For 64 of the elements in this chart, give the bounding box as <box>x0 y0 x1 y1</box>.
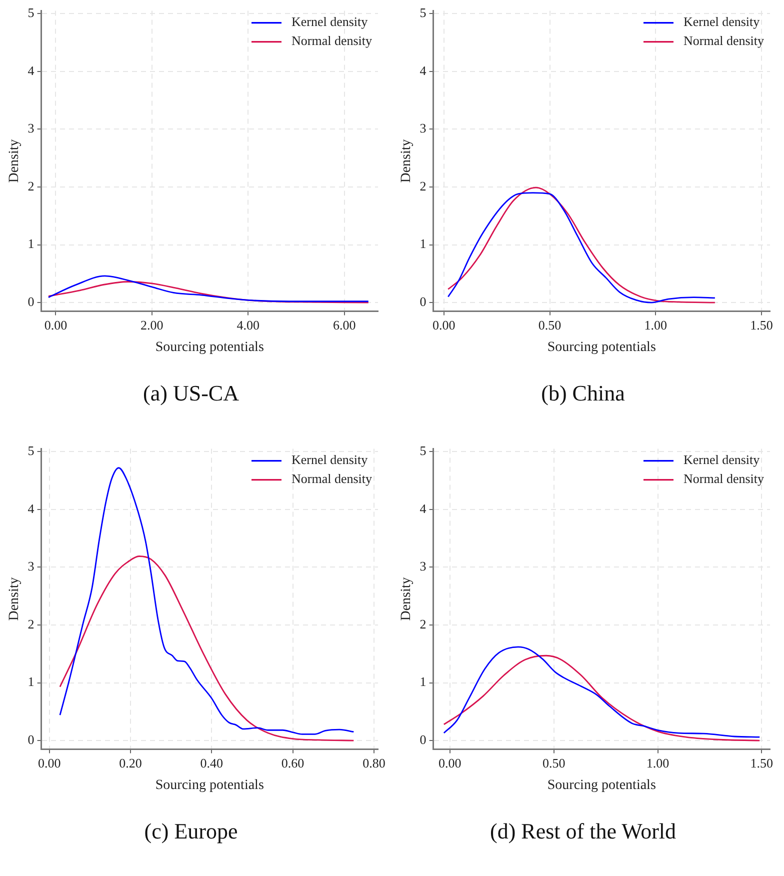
y-tick-label: 0 <box>420 294 426 309</box>
x-tick-label: 0.50 <box>538 317 562 332</box>
text: (c) Europe <box>144 818 238 844</box>
x-axis-title: Sourcing potentials <box>547 340 656 355</box>
text: (d) Rest of the World <box>490 818 676 844</box>
x-tick-label: 0.00 <box>38 755 61 770</box>
y-tick-label: 1 <box>28 674 34 690</box>
y-axis-title: Density <box>399 577 414 621</box>
x-axis-title: Sourcing potentials <box>155 340 264 355</box>
legend-label: Normal density <box>683 471 764 486</box>
x-tick-label: 0.50 <box>542 755 566 770</box>
legend-label: Normal density <box>291 471 372 486</box>
y-tick-label: 3 <box>28 120 34 136</box>
x-tick-label: 2.00 <box>140 317 164 332</box>
y-tick-label: 1 <box>420 674 426 690</box>
y-axis-title: Density <box>7 139 22 183</box>
y-tick-label: 1 <box>28 236 34 252</box>
y-tick-label: 2 <box>28 616 34 632</box>
x-tick-label: 0.60 <box>281 755 304 770</box>
legend-label: Kernel density <box>683 14 760 30</box>
x-tick-label: 0.00 <box>438 755 462 770</box>
y-axis-title: Density <box>399 139 414 183</box>
x-tick-label: 6.00 <box>332 317 356 332</box>
y-tick-label: 4 <box>28 62 35 78</box>
x-tick-label: 1.00 <box>644 317 668 332</box>
x-tick-label: 0.00 <box>44 317 68 332</box>
y-tick-label: 4 <box>420 62 427 78</box>
line-series <box>48 275 370 302</box>
y-tick-label: 5 <box>420 5 426 20</box>
x-axis-title: Sourcing potentials <box>547 778 656 793</box>
y-tick-label: 3 <box>420 558 426 574</box>
legend-label: Normal density <box>683 33 764 48</box>
x-tick-label: 1.50 <box>750 755 774 770</box>
y-tick-label: 2 <box>420 178 426 194</box>
x-tick-label: 1.50 <box>750 317 773 332</box>
y-tick-label: 2 <box>28 178 34 194</box>
line-series <box>48 281 370 304</box>
text: (b) China <box>541 380 626 406</box>
y-tick-label: 1 <box>420 236 426 252</box>
y-tick-label: 5 <box>28 443 34 458</box>
x-tick-label: 0.80 <box>362 755 386 770</box>
legend-label: Kernel density <box>291 452 368 468</box>
y-tick-label: 5 <box>420 443 426 458</box>
text: (a) US-CA <box>143 380 240 406</box>
legend-label: Kernel density <box>683 452 760 468</box>
y-tick-label: 3 <box>420 120 426 136</box>
x-tick-label: 0.20 <box>119 755 142 770</box>
x-tick-label: 0.40 <box>200 755 224 770</box>
y-tick-label: 2 <box>420 616 426 632</box>
y-axis-title: Density <box>7 577 22 621</box>
x-tick-label: 0.00 <box>432 317 456 332</box>
line-series <box>59 556 354 742</box>
y-tick-label: 4 <box>420 500 427 516</box>
x-tick-label: 1.00 <box>646 755 670 770</box>
x-tick-label: 4.00 <box>236 317 260 332</box>
legend-label: Kernel density <box>291 14 368 30</box>
y-tick-label: 0 <box>420 732 426 747</box>
y-tick-label: 3 <box>28 558 34 574</box>
y-tick-label: 0 <box>28 732 34 747</box>
y-tick-label: 5 <box>28 5 34 20</box>
legend-label: Normal density <box>291 33 372 48</box>
x-axis-title: Sourcing potentials <box>155 778 264 793</box>
y-tick-label: 0 <box>28 294 34 309</box>
y-tick-label: 4 <box>28 500 35 516</box>
